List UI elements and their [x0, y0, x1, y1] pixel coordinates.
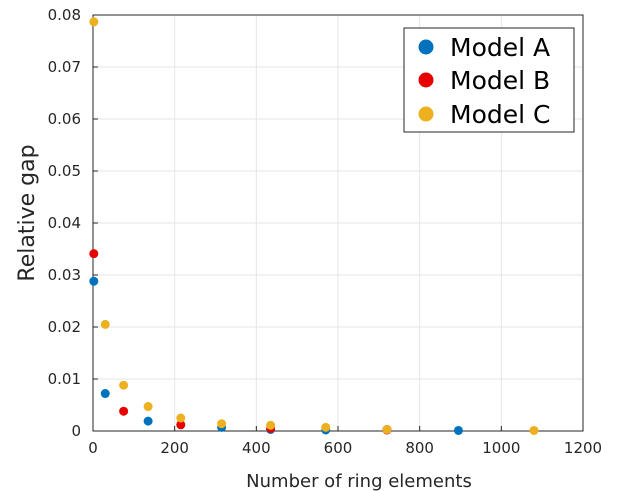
x-tick-label: 600: [324, 439, 353, 457]
x-tick-label: 200: [160, 439, 189, 457]
y-tick-label: 0.02: [48, 318, 81, 336]
data-point: [321, 422, 331, 432]
data-point: [100, 389, 110, 399]
legend-label-model-c: Model C: [450, 100, 550, 129]
legend: Model A Model B Model C: [403, 27, 575, 133]
x-tick-label: 400: [242, 439, 271, 457]
data-point: [89, 249, 99, 259]
legend-marker-model-b: [418, 72, 434, 88]
y-tick-label: 0.01: [48, 370, 81, 388]
y-axis-tick-labels: 0 0.01 0.02 0.03 0.04 0.05 0.06 0.07 0.08: [48, 6, 81, 440]
y-tick-label: 0.06: [48, 110, 81, 128]
series-model-c: [89, 17, 539, 435]
y-axis-label: Relative gap: [15, 144, 40, 281]
y-tick-label: 0: [71, 422, 81, 440]
x-axis-label: Number of ring elements: [246, 471, 472, 491]
data-point: [217, 419, 227, 429]
data-point: [176, 420, 186, 430]
data-point: [266, 420, 276, 430]
data-point: [100, 319, 110, 329]
y-tick-label: 0.08: [48, 6, 81, 24]
data-point: [529, 425, 539, 435]
x-tick-label: 1000: [482, 439, 520, 457]
x-tick-label: 1200: [564, 439, 602, 457]
data-point: [382, 424, 392, 434]
data-point: [89, 276, 99, 286]
legend-label-model-a: Model A: [450, 33, 550, 62]
legend-entry-model-c: Model C: [418, 100, 550, 129]
data-point: [119, 380, 129, 390]
data-point: [89, 17, 99, 27]
data-point: [119, 406, 129, 416]
legend-marker-model-c: [418, 106, 434, 122]
x-tick-label: 0: [88, 439, 98, 457]
data-point: [143, 402, 153, 412]
data-point: [453, 425, 463, 435]
x-tick-label: 800: [405, 439, 434, 457]
data-point: [176, 413, 186, 423]
legend-entry-model-b: Model B: [418, 66, 550, 95]
legend-entry-model-a: Model A: [418, 33, 550, 62]
data-point: [143, 416, 153, 426]
legend-marker-model-a: [418, 39, 434, 55]
legend-label-model-b: Model B: [450, 66, 550, 95]
axis-ticks: [92, 14, 584, 432]
y-tick-label: 0.04: [48, 214, 81, 232]
y-tick-label: 0.07: [48, 58, 81, 76]
data-points: [89, 17, 539, 435]
x-axis-tick-labels: 0 200 400 600 800 1000 1200: [88, 439, 602, 457]
y-tick-label: 0.05: [48, 162, 81, 180]
y-tick-label: 0.03: [48, 266, 81, 284]
